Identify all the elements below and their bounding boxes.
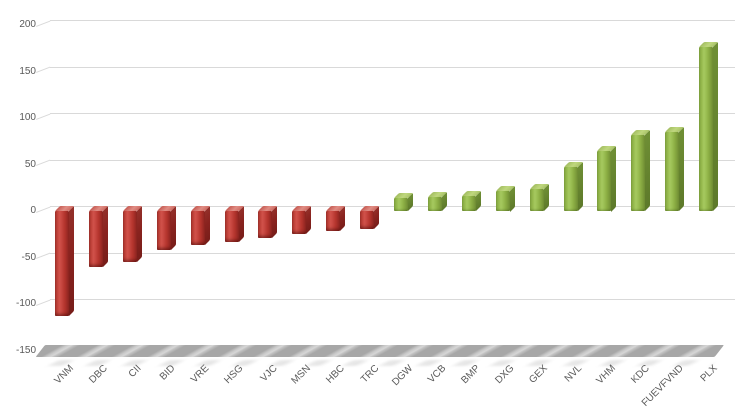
bar-front-face-HSG [224, 211, 239, 242]
gridline-ramp-150 [36, 66, 51, 73]
bar-side-face-DXG [509, 185, 515, 211]
x-label-GEX: GEX [527, 363, 551, 386]
bar-side-face-VHM [611, 145, 617, 212]
y-tick-label--150: -150 [15, 344, 36, 356]
y-tick-label-200: 200 [19, 19, 36, 30]
x-label-KDC: KDC [629, 363, 653, 386]
bar-front-face-DGW [394, 198, 408, 211]
y-tick-label--50: -50 [21, 251, 36, 263]
bar-front-face-GEX [529, 188, 544, 211]
bar-front-face-VRE [190, 211, 205, 246]
bar-side-face-VRE [204, 206, 210, 246]
bar-front-face-HBC [326, 211, 341, 231]
bar-side-face-TRC [374, 206, 380, 229]
x-label-VHM: VHM [594, 363, 619, 387]
bar-side-face-VCB [441, 192, 447, 212]
bar-front-face-KDC [631, 134, 646, 211]
gridline-ramp--50 [36, 252, 51, 259]
bar-front-face-MSN [292, 211, 307, 235]
bar-front-face-VNM [55, 211, 69, 317]
bar-side-face-MSN [306, 206, 312, 235]
bar-front-face-BID [156, 211, 171, 251]
bar-side-face-VJC [272, 206, 278, 238]
bar-side-face-HSG [238, 206, 244, 242]
bar-side-face-BMP [475, 191, 481, 211]
x-label-VCB: VCB [426, 363, 449, 386]
bar-side-face-FUEVFVND [679, 126, 685, 211]
x-label-PLX: PLX [698, 363, 720, 385]
bar-side-face-DBC [102, 206, 108, 267]
gridline--100 [50, 299, 735, 300]
x-label-HBC: HBC [324, 363, 347, 386]
y-tick-label-50: 50 [24, 158, 36, 170]
bar-side-face-NVL [577, 162, 583, 211]
x-label-VJC: VJC [258, 363, 280, 385]
bar-side-face-HBC [340, 206, 346, 231]
x-label-DXG: DXG [493, 363, 517, 387]
bar-side-face-KDC [645, 129, 651, 211]
bar-front-face-VHM [597, 150, 612, 212]
x-label-VNM: VNM [52, 363, 76, 387]
gridline-ramp-200 [36, 20, 51, 27]
bar-side-face-VNM [69, 206, 74, 317]
bar-side-face-PLX [713, 42, 719, 211]
x-label-NVL: NVL [562, 363, 585, 385]
x-label-BMP: BMP [459, 363, 483, 387]
x-label-HSG: HSG [222, 363, 246, 387]
gridline-200 [50, 20, 735, 21]
bar-front-face-CII [122, 211, 137, 263]
y-tick-label--100: -100 [15, 298, 36, 309]
bar-front-face-PLX [699, 47, 714, 211]
bar-front-face-BMP [461, 196, 476, 211]
chart-floor-3d [35, 345, 724, 357]
bar-side-face-CII [136, 206, 142, 263]
bar-front-face-DXG [495, 190, 510, 211]
bar-front-face-DBC [88, 211, 103, 267]
bar-front-face-TRC [360, 211, 375, 229]
gridline--50 [50, 252, 735, 254]
gridline-ramp--100 [36, 299, 51, 306]
x-label-TRC: TRC [358, 363, 381, 386]
bar-front-face-NVL [563, 167, 578, 211]
gridline-150 [50, 66, 735, 68]
y-tick-label-0: 0 [30, 205, 36, 216]
y-tick-label-100: 100 [19, 112, 36, 123]
x-label-DBC: DBC [86, 363, 110, 386]
bar-side-face-DGW [408, 193, 413, 211]
bar-front-face-VCB [427, 197, 442, 212]
bar-side-face-GEX [543, 183, 549, 211]
gridline-ramp-0 [36, 206, 51, 213]
gridline-ramp-100 [36, 113, 51, 120]
x-label-VRE: VRE [189, 363, 212, 386]
gridline-50 [50, 159, 735, 161]
gridline-0 [50, 206, 735, 207]
y-tick-label-150: 150 [19, 65, 36, 77]
gridline-ramp-50 [36, 159, 51, 166]
bar-front-face-VJC [258, 211, 273, 238]
bar-side-face-BID [170, 206, 176, 251]
x-label-DGW: DGW [389, 363, 415, 389]
bar-front-face-FUEVFVND [665, 131, 680, 211]
x-label-MSN: MSN [289, 363, 314, 387]
gridline-100 [50, 113, 735, 114]
